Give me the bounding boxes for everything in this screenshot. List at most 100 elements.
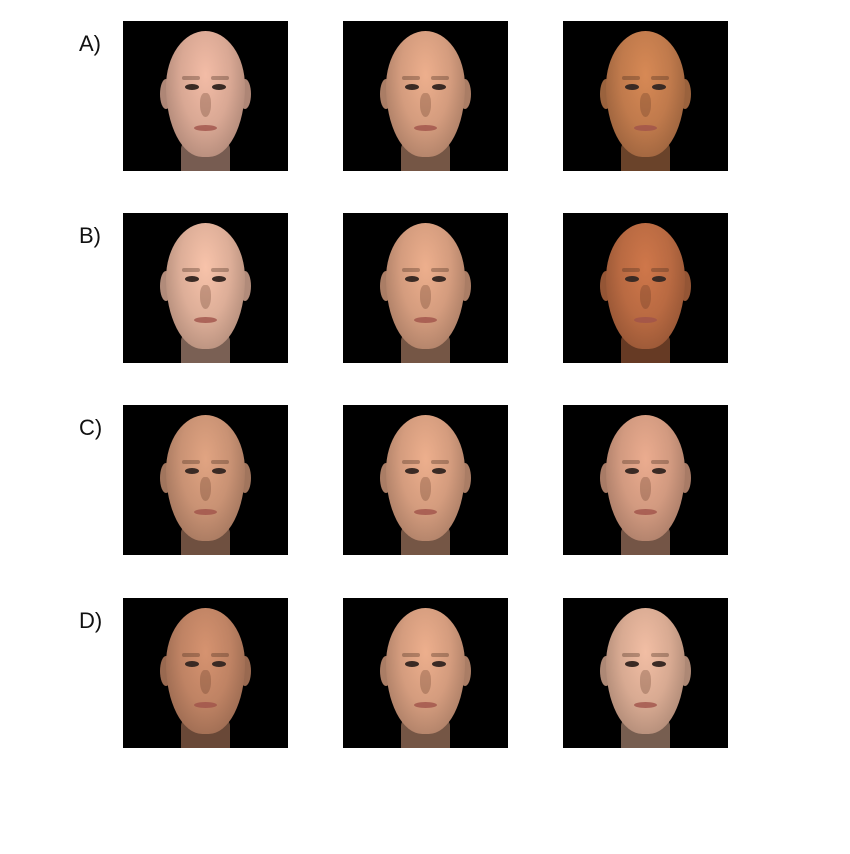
face-image bbox=[343, 213, 508, 363]
nose bbox=[420, 285, 431, 309]
eye bbox=[625, 661, 639, 667]
face-image bbox=[343, 598, 508, 748]
eye bbox=[212, 661, 226, 667]
nose bbox=[200, 477, 211, 501]
face-image bbox=[563, 598, 728, 748]
face-image bbox=[123, 21, 288, 171]
eyebrow bbox=[211, 76, 229, 80]
panel-label: D) bbox=[79, 608, 103, 633]
face-image bbox=[563, 21, 728, 171]
eye bbox=[625, 276, 639, 282]
eye bbox=[652, 276, 666, 282]
face-image bbox=[123, 213, 288, 363]
head bbox=[606, 415, 685, 541]
eye bbox=[625, 84, 639, 90]
panel-label: C) bbox=[79, 415, 103, 440]
mouth bbox=[634, 509, 657, 515]
face-image bbox=[343, 21, 508, 171]
mouth bbox=[414, 125, 437, 131]
eye bbox=[625, 468, 639, 474]
face-image bbox=[123, 598, 288, 748]
mouth bbox=[414, 509, 437, 515]
eyebrow bbox=[211, 460, 229, 464]
eyebrow bbox=[182, 268, 200, 272]
eye bbox=[652, 661, 666, 667]
head bbox=[606, 223, 685, 349]
eye bbox=[432, 468, 446, 474]
eyebrow bbox=[182, 76, 200, 80]
eyebrow bbox=[402, 460, 420, 464]
nose bbox=[420, 477, 431, 501]
mouth bbox=[194, 125, 217, 131]
eye bbox=[432, 661, 446, 667]
nose bbox=[640, 93, 651, 117]
head bbox=[386, 415, 465, 541]
eyebrow bbox=[651, 268, 669, 272]
eye bbox=[432, 276, 446, 282]
eyebrow bbox=[211, 268, 229, 272]
eye bbox=[405, 276, 419, 282]
eye bbox=[652, 84, 666, 90]
eye bbox=[185, 84, 199, 90]
eyebrow bbox=[431, 76, 449, 80]
eyebrow bbox=[431, 268, 449, 272]
eyebrow bbox=[402, 268, 420, 272]
head bbox=[386, 608, 465, 734]
eye bbox=[185, 661, 199, 667]
eyebrow bbox=[651, 76, 669, 80]
eyebrow bbox=[182, 460, 200, 464]
eyebrow bbox=[402, 76, 420, 80]
nose bbox=[420, 93, 431, 117]
panel-label: A) bbox=[79, 31, 101, 56]
mouth bbox=[194, 509, 217, 515]
head bbox=[606, 608, 685, 734]
eyebrow bbox=[211, 653, 229, 657]
eye bbox=[405, 84, 419, 90]
nose bbox=[640, 670, 651, 694]
eyebrow bbox=[431, 653, 449, 657]
eyebrow bbox=[651, 460, 669, 464]
eyebrow bbox=[402, 653, 420, 657]
eye bbox=[405, 661, 419, 667]
eyebrow bbox=[651, 653, 669, 657]
eye bbox=[405, 468, 419, 474]
eye bbox=[185, 468, 199, 474]
eyebrow bbox=[622, 268, 640, 272]
eyebrow bbox=[431, 460, 449, 464]
nose bbox=[200, 93, 211, 117]
face-image bbox=[123, 405, 288, 555]
eyebrow bbox=[622, 653, 640, 657]
eye bbox=[212, 468, 226, 474]
head bbox=[606, 31, 685, 157]
eye bbox=[212, 276, 226, 282]
head bbox=[386, 223, 465, 349]
head bbox=[166, 608, 245, 734]
eyebrow bbox=[182, 653, 200, 657]
eyebrow bbox=[622, 460, 640, 464]
mouth bbox=[194, 317, 217, 323]
eye bbox=[432, 84, 446, 90]
face-image bbox=[563, 213, 728, 363]
nose bbox=[200, 285, 211, 309]
head bbox=[166, 223, 245, 349]
nose bbox=[640, 477, 651, 501]
nose bbox=[200, 670, 211, 694]
nose bbox=[420, 670, 431, 694]
eye bbox=[212, 84, 226, 90]
mouth bbox=[634, 317, 657, 323]
face-image bbox=[563, 405, 728, 555]
face-image bbox=[343, 405, 508, 555]
mouth bbox=[414, 702, 437, 708]
mouth bbox=[414, 317, 437, 323]
mouth bbox=[634, 702, 657, 708]
mouth bbox=[634, 125, 657, 131]
head bbox=[166, 31, 245, 157]
eye bbox=[652, 468, 666, 474]
head bbox=[386, 31, 465, 157]
panel-label: B) bbox=[79, 223, 101, 248]
eye bbox=[185, 276, 199, 282]
nose bbox=[640, 285, 651, 309]
mouth bbox=[194, 702, 217, 708]
head bbox=[166, 415, 245, 541]
eyebrow bbox=[622, 76, 640, 80]
